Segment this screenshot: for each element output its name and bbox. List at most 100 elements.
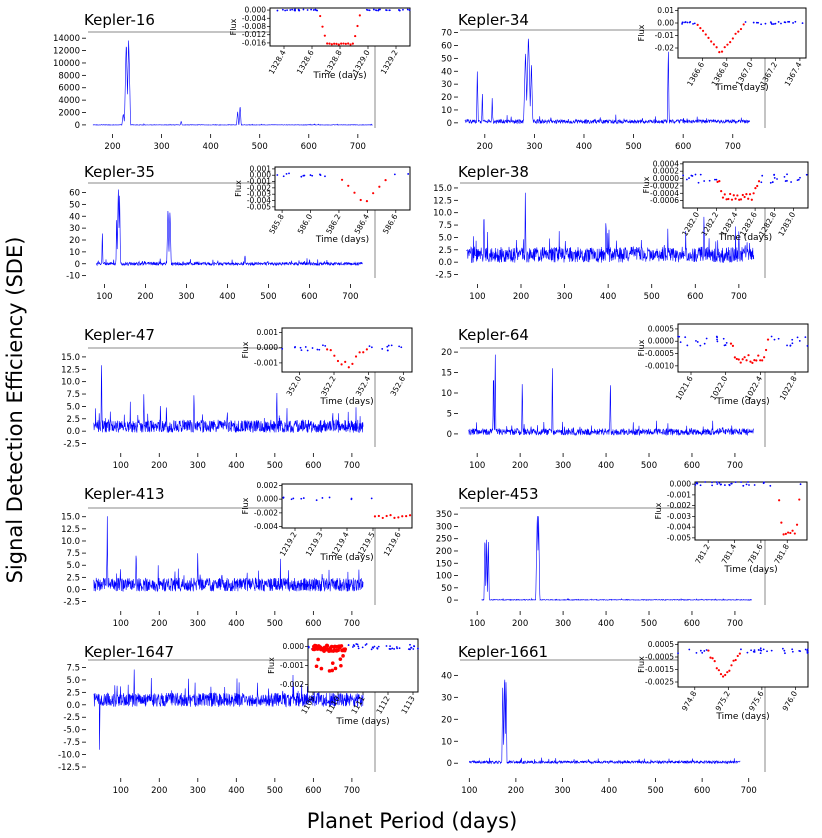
x-tick-label: 100 (469, 619, 485, 629)
inset-y-tick-label: -0.0002 (650, 181, 679, 190)
inset-point (708, 179, 711, 182)
inset-point (285, 172, 288, 175)
inset-y-tick-label: -0.003 (667, 512, 691, 521)
inset-x-tick-label: 1021.6 (674, 374, 695, 401)
inset-transit-point (730, 664, 733, 667)
inset-x-tick-label: 1283.0 (776, 210, 797, 237)
inset-transit-point (731, 344, 735, 347)
inset-transit-point (354, 355, 358, 358)
inset-y-tick-label: -0.002 (667, 501, 691, 510)
inset-transit-point (340, 178, 344, 181)
inset-y-tick-label: 0.0005 (648, 640, 674, 649)
inset-plot: 781.2 781.4 781.6 781.8 0.000-0.001 -0.002 -0.… (654, 480, 808, 575)
inset-transit-point (339, 644, 344, 648)
inset-point (374, 9, 377, 12)
inset-point (695, 339, 697, 342)
inset-x-tick-label: 1113 (399, 694, 416, 715)
inset-point (806, 651, 809, 654)
inset-point (315, 499, 318, 502)
inset-transit-point (734, 658, 737, 662)
inset-transit-point (732, 659, 735, 662)
inset-transit-point (784, 532, 787, 536)
y-tick-label: 5.0 (66, 676, 80, 686)
x-tick-label: 500 (644, 292, 660, 302)
inset-point (699, 344, 702, 347)
inset-point (356, 643, 359, 646)
inset-point (372, 8, 375, 11)
x-tick-label: 700 (342, 292, 358, 302)
x-tick-label: 700 (344, 786, 360, 796)
inset-point (725, 341, 728, 344)
inset-point (402, 8, 404, 11)
inset-point (699, 649, 702, 652)
inset-transit-point (721, 196, 725, 199)
inset-y-tick-label: -0.016 (242, 38, 266, 47)
inset-point (347, 644, 350, 646)
inset-point (393, 648, 395, 650)
inset-point (681, 23, 683, 25)
inset-transit-point (335, 42, 338, 45)
inset-point (388, 648, 391, 650)
inset-point (311, 174, 314, 177)
x-tick-label: 500 (267, 786, 283, 796)
panel-kepler-64: Kepler-64 100 200 300 400 500 600 700 0 5 10 15 20 10… (441, 323, 809, 471)
x-tick-label: 400 (228, 619, 244, 629)
inset-y-tick-label: -0.001 (280, 661, 304, 670)
inset-transit-point (340, 363, 343, 366)
inset-point (407, 648, 410, 650)
inset-point (696, 341, 699, 343)
inset-transit-point (749, 360, 752, 363)
inset-point (386, 345, 389, 348)
inset-point (776, 178, 778, 180)
inset-point (413, 645, 415, 647)
inset-point (699, 484, 702, 487)
y-tick-label: 50 (441, 584, 452, 594)
inset-x-tick-label: 974.8 (680, 689, 699, 712)
inset-y-tick-label: 0.000 (283, 642, 305, 651)
inset-plot: 1109 1110 1111 1112 11130.000-0.001-0.002Flu… (267, 638, 419, 727)
inset-x-tick-label: 781.4 (720, 542, 739, 565)
inset-point (784, 652, 786, 655)
inset-point (276, 9, 279, 12)
inset-point (350, 497, 353, 500)
y-tick-label: 30 (69, 224, 80, 234)
inset-point (757, 649, 760, 651)
inset-frame (281, 327, 413, 373)
inset-point (701, 651, 704, 654)
inset-point (388, 9, 391, 12)
y-tick-label: 0 (75, 121, 80, 131)
y-tick-label: 0 (75, 260, 80, 270)
inset-transit-point (365, 200, 369, 203)
y-tick-label: 0 (447, 596, 452, 606)
x-tick-label: 700 (731, 292, 747, 302)
inset-transit-point (378, 185, 381, 188)
inset-point (783, 176, 786, 178)
inset-point (723, 484, 726, 486)
sde-series (466, 192, 755, 263)
inset-xlabel: Time (days) (718, 233, 772, 243)
inset-point (746, 651, 749, 654)
y-tick-label: 0.0 (66, 701, 80, 711)
inset-point (688, 177, 690, 179)
x-tick-label: 300 (190, 619, 206, 629)
inset-transit-point (393, 516, 396, 519)
inset-transit-point (713, 660, 716, 663)
x-tick-label: 200 (508, 786, 524, 796)
x-tick-label: 500 (267, 619, 283, 629)
inset-transit-point (373, 515, 377, 518)
x-tick-label: 100 (96, 292, 112, 302)
inset-transit-point (753, 359, 756, 362)
inset-y-tick-label: 0.002 (257, 481, 279, 490)
inset-transit-point (314, 664, 319, 669)
inset-transit-point (763, 356, 766, 359)
x-tick-label: 100 (113, 619, 129, 629)
inset-x-tick-label: 586.4 (353, 212, 372, 235)
inset-point (368, 9, 371, 12)
inset-y-tick-label: 0.001 (250, 164, 272, 173)
inset-point (769, 181, 772, 184)
y-tick-label: 10 (441, 106, 452, 116)
inset-point (798, 340, 801, 342)
inset-point (799, 650, 802, 653)
y-tick-label: 14000 (53, 34, 80, 44)
inset-transit-point (389, 513, 392, 517)
